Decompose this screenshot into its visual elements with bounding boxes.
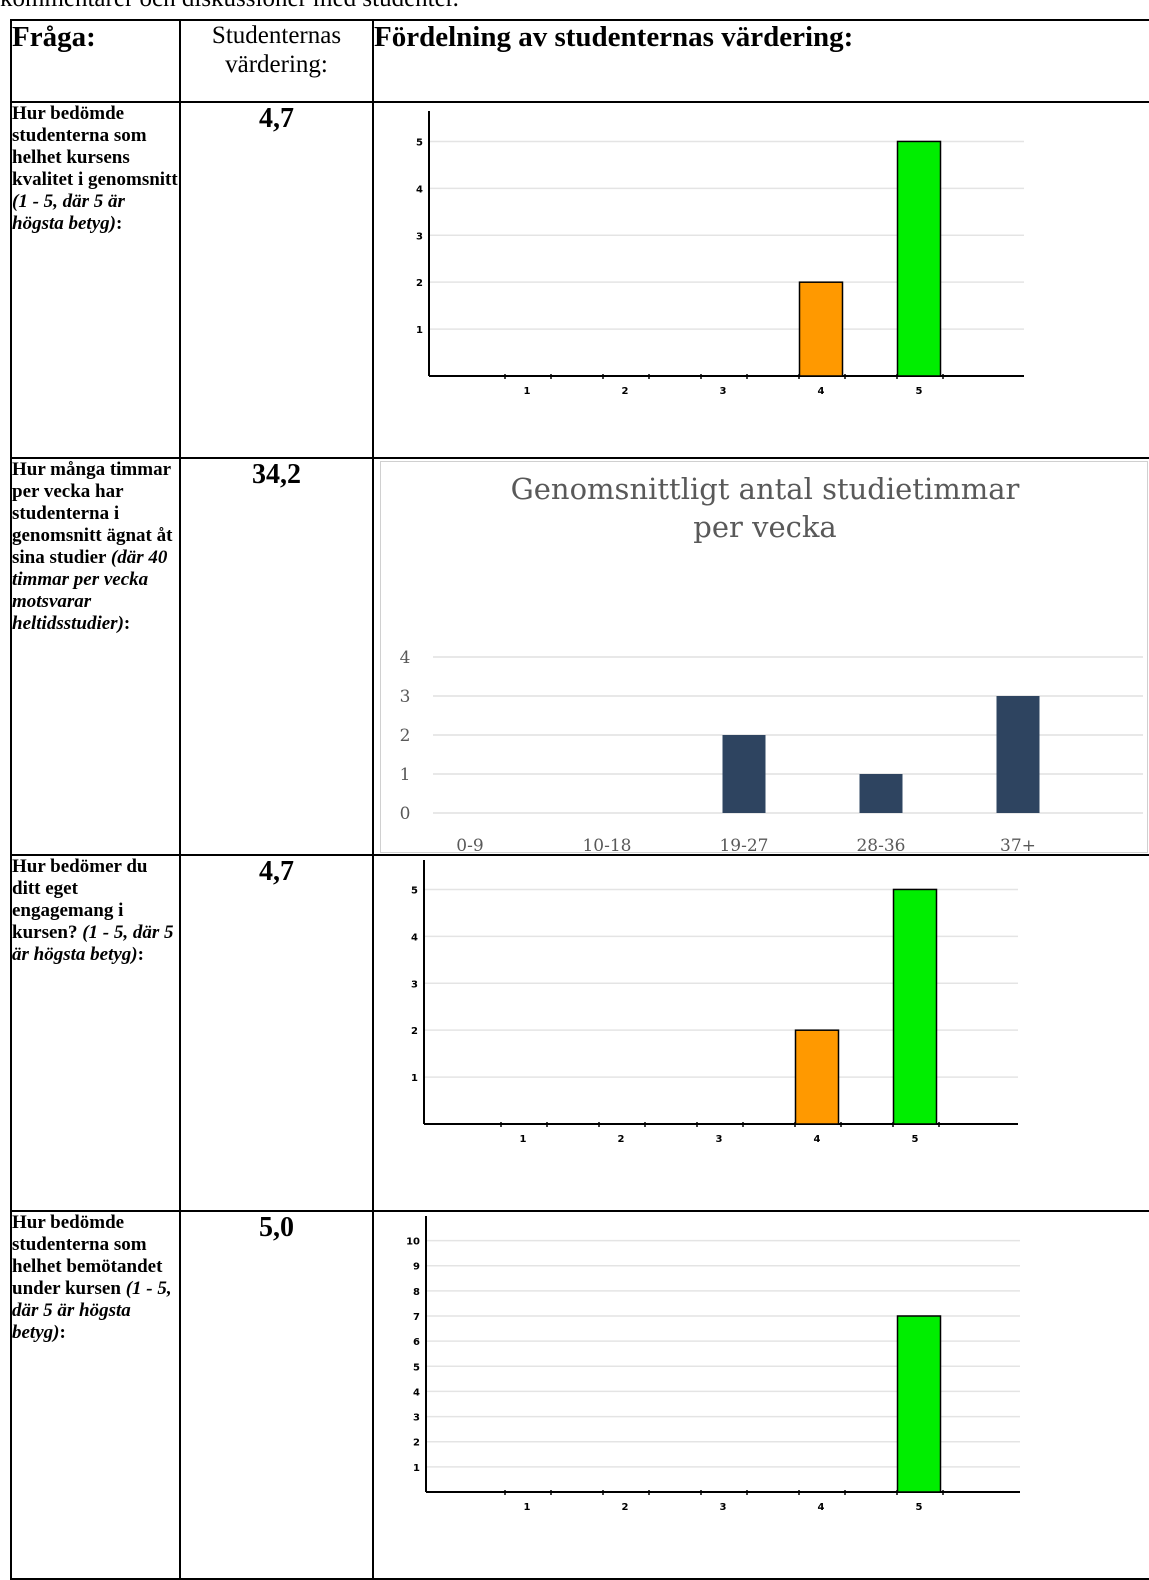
intro-text: kommentarer och diskussioner med student… xyxy=(0,0,459,13)
x-tick-label: 5 xyxy=(916,1502,923,1513)
question-note: (1 - 5, där 5 är högsta betyg) xyxy=(12,1278,172,1343)
bar-28-36 xyxy=(859,774,903,813)
x-tick-label: 37+ xyxy=(1000,836,1036,853)
y-tick-label: 4 xyxy=(400,648,411,668)
bar-19-27 xyxy=(722,735,766,813)
x-tick-label: 5 xyxy=(916,386,923,397)
table-row: Hur bedömer du ditt eget engagemang i ku… xyxy=(10,854,1149,1212)
question-end: : xyxy=(115,213,123,234)
question-note: (1 - 5, där 5 är högsta betyg) xyxy=(12,191,125,234)
question-note: (där 40 timmar per vecka motsvarar helti… xyxy=(12,547,168,634)
header-distribution: Fördelning av studenternas värdering: xyxy=(372,19,1149,103)
x-tick-label: 2 xyxy=(618,1134,625,1145)
x-tick-label: 3 xyxy=(720,386,727,397)
y-tick-label: 6 xyxy=(413,1337,420,1348)
y-tick-label: 5 xyxy=(411,885,418,896)
y-tick-label: 1 xyxy=(400,765,411,785)
chart-cell: 1 2 3 4 5 1 2 3 4 5 xyxy=(372,101,1149,459)
y-tick-label: 8 xyxy=(413,1287,420,1298)
y-tick-label: 4 xyxy=(411,932,418,943)
chart-cell: 1 2 3 4 5 6 7 8 9 10 1 2 3 4 5 xyxy=(372,1210,1149,1580)
rating-value: 4,7 xyxy=(179,854,374,1212)
table-row: Hur många timmar per vecka har studenter… xyxy=(10,457,1149,856)
question-end: : xyxy=(59,1322,66,1343)
treatment-rating-chart: 1 2 3 4 5 6 7 8 9 10 1 2 3 4 5 xyxy=(406,1216,1020,1513)
y-tick-label: 2 xyxy=(413,1438,420,1449)
table-row: Hur bedömde studenterna som helhet kurse… xyxy=(10,101,1149,459)
question-cell: Hur bedömer du ditt eget engagemang i ku… xyxy=(10,854,181,1212)
y-tick-label: 10 xyxy=(406,1237,420,1248)
header-rating: Studenternas värdering: xyxy=(179,19,374,103)
y-tick-label: 3 xyxy=(411,979,418,990)
bar-5 xyxy=(896,140,942,377)
y-tick-label: 2 xyxy=(416,278,423,289)
question-note: (1 - 5, där 5 är högsta betyg) xyxy=(12,922,174,965)
bar-5 xyxy=(892,888,938,1125)
x-tick-label: 1 xyxy=(520,1134,527,1145)
x-tick-label: 1 xyxy=(524,1502,531,1513)
question-end: : xyxy=(137,944,144,965)
y-tick-label: 1 xyxy=(413,1463,420,1474)
y-tick-label: 3 xyxy=(413,1413,420,1424)
x-tick-label: 5 xyxy=(912,1134,919,1145)
rating-value: 34,2 xyxy=(179,457,374,856)
header-question: Fråga: xyxy=(10,19,181,103)
x-tick-label: 3 xyxy=(716,1134,723,1145)
chart-cell: 1 2 3 4 5 1 2 3 4 5 xyxy=(372,854,1149,1212)
bar-4 xyxy=(798,281,844,377)
question-text: Hur bedömde studenterna som helhet bemöt… xyxy=(12,1212,163,1299)
rating-value: 5,0 xyxy=(179,1210,374,1580)
y-tick-label: 3 xyxy=(400,687,411,707)
question-end: : xyxy=(123,613,131,634)
x-tick-label: 2 xyxy=(622,1502,629,1513)
x-tick-label: 10-18 xyxy=(582,836,631,853)
y-tick-label: 2 xyxy=(400,726,411,746)
y-tick-label: 4 xyxy=(413,1387,420,1398)
y-tick-label: 1 xyxy=(416,325,423,336)
x-tick-label: 3 xyxy=(720,1502,727,1513)
y-tick-label: 3 xyxy=(416,231,423,242)
x-tick-label: 28-36 xyxy=(856,836,905,853)
question-text: Hur bedömer du ditt eget engagemang i ku… xyxy=(12,856,148,943)
y-tick-label: 2 xyxy=(411,1026,418,1037)
y-tick-label: 7 xyxy=(413,1312,420,1323)
y-tick-label: 1 xyxy=(411,1073,418,1084)
chart-title-line: per vecka xyxy=(693,510,836,544)
quality-rating-chart: 1 2 3 4 5 1 2 3 4 5 xyxy=(416,111,1024,397)
y-tick-label: 0 xyxy=(400,804,411,824)
chart-cell: Genomsnittligt antal studietimmar per vec… xyxy=(372,457,1149,856)
rating-value: 4,7 xyxy=(179,101,374,459)
question-cell: Hur många timmar per vecka har studenter… xyxy=(10,457,181,856)
x-tick-label: 2 xyxy=(622,386,629,397)
table-row: Hur bedömde studenterna som helhet bemöt… xyxy=(10,1210,1149,1580)
question-cell: Hur bedömde studenterna som helhet kurse… xyxy=(10,101,181,459)
course-evaluation-table: Fråga: Studenternas värdering: Fördelnin… xyxy=(10,19,1149,1580)
question-text: Hur bedömde studenterna som helhet kurse… xyxy=(12,103,178,190)
engagement-rating-chart: 1 2 3 4 5 1 2 3 4 5 xyxy=(411,860,1018,1145)
chart-title-line: Genomsnittligt antal studietimmar xyxy=(511,472,1020,506)
study-hours-chart: Genomsnittligt antal studietimmar per vec… xyxy=(380,461,1148,853)
x-tick-label: 0-9 xyxy=(456,836,483,853)
x-tick-label: 4 xyxy=(818,386,825,397)
x-tick-label: 4 xyxy=(818,1502,825,1513)
question-cell: Hur bedömde studenterna som helhet bemöt… xyxy=(10,1210,181,1580)
y-tick-label: 5 xyxy=(413,1362,420,1373)
x-tick-label: 19-27 xyxy=(719,836,768,853)
y-tick-label: 9 xyxy=(413,1262,420,1273)
bar-4 xyxy=(794,1029,840,1125)
question-text: Hur många timmar per vecka har studenter… xyxy=(12,459,173,568)
bar-37+ xyxy=(996,696,1040,813)
y-tick-label: 5 xyxy=(416,137,423,148)
y-tick-label: 4 xyxy=(416,184,423,195)
x-tick-label: 1 xyxy=(524,386,531,397)
header-row: Fråga: Studenternas värdering: Fördelnin… xyxy=(10,19,1149,103)
bar-5 xyxy=(896,1315,942,1493)
x-tick-label: 4 xyxy=(814,1134,821,1145)
